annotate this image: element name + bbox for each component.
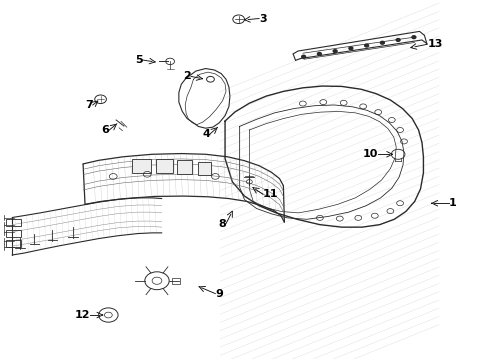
Text: 4: 4	[202, 129, 210, 139]
Circle shape	[301, 55, 305, 58]
Text: 8: 8	[218, 219, 225, 229]
Circle shape	[364, 44, 368, 47]
Text: 3: 3	[259, 14, 266, 23]
Circle shape	[395, 39, 399, 41]
Text: 9: 9	[215, 289, 223, 298]
Bar	[156, 158, 173, 173]
Circle shape	[411, 36, 415, 39]
Bar	[198, 162, 211, 175]
Text: 7: 7	[85, 100, 93, 110]
Text: 13: 13	[427, 39, 442, 49]
Text: 10: 10	[362, 149, 377, 159]
Circle shape	[380, 41, 384, 44]
Bar	[6, 240, 21, 247]
Bar	[131, 158, 151, 173]
Bar	[171, 278, 180, 284]
Text: 6: 6	[101, 125, 109, 135]
Text: 2: 2	[183, 71, 191, 81]
Circle shape	[348, 47, 352, 50]
Circle shape	[332, 50, 336, 53]
Text: 5: 5	[135, 55, 142, 65]
Circle shape	[317, 53, 321, 55]
Text: 11: 11	[263, 189, 278, 199]
Bar	[6, 219, 21, 226]
Text: 12: 12	[74, 310, 90, 320]
Bar	[6, 230, 21, 237]
Bar	[177, 160, 192, 174]
Text: 1: 1	[448, 198, 455, 208]
